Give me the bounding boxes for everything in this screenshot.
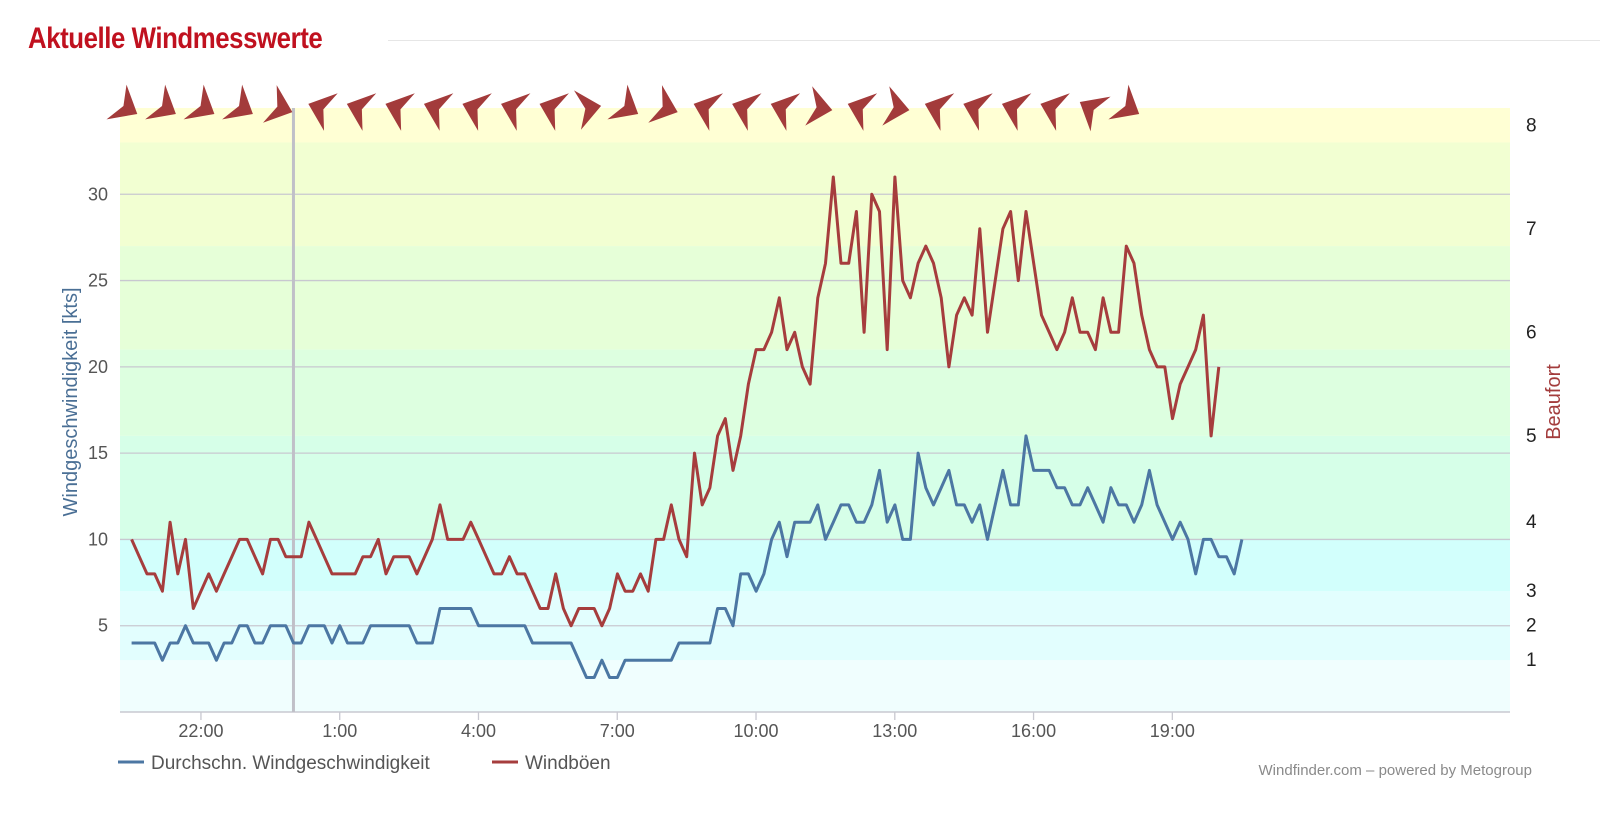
series-line-gust [130,175,1221,628]
beaufort-tick-label-3: 3 [1526,581,1537,602]
wind-arrow-icon [732,93,762,131]
wind-direction-arrows [106,84,1140,132]
band-4 [120,349,1510,436]
beaufort-tick-label-2: 2 [1526,616,1537,637]
x-tick-label-3: 7:00 [600,721,635,741]
wind-arrow-icon [1079,96,1111,132]
y-tick-label-30: 30 [88,184,108,204]
x-tick-label-1: 1:00 [322,721,357,741]
wind-arrow-icon [805,86,833,126]
wind-arrow-icon [924,93,955,131]
y-tick-label-5: 5 [98,616,108,636]
wind-arrow-icon [1001,93,1032,131]
wind-arrow-icon [539,93,569,131]
y-axis: 5 10 15 20 25 30 [88,184,108,635]
wind-arrow-icon [963,93,993,131]
wind-arrow-icon [607,84,639,120]
wind-arrow-icon [882,86,910,126]
legend-label-gust[interactable]: Windböen [525,753,611,774]
wind-arrow-icon [1040,93,1070,131]
legend: Durchschn. Windgeschwindigkeit Windböen [118,753,611,774]
wind-arrow-icon [346,93,377,131]
x-tick-label-5: 13:00 [872,721,917,741]
wind-arrow-icon [183,84,215,120]
y-tick-label-10: 10 [88,529,108,549]
wind-arrow-icon [262,85,293,123]
x-axis: 22:00 1:00 4:00 7:00 10:00 13:00 16:00 19:00 [178,712,1195,741]
wind-arrow-icon [385,93,415,131]
wind-arrow-icon [423,93,454,131]
x-tick-label-7: 19:00 [1150,721,1195,741]
beaufort-tick-label-6: 6 [1526,322,1537,343]
wind-arrow-icon [106,84,138,120]
wind-arrow-icon [222,84,253,120]
x-tick-label-2: 4:00 [461,721,496,741]
wind-arrow-icon [462,93,492,131]
band-2 [120,539,1510,592]
beaufort-bands [120,108,1510,712]
beaufort-tick-label-4: 4 [1526,512,1537,533]
x-tick-label-6: 16:00 [1011,721,1056,741]
wind-arrow-icon [1108,84,1140,120]
wind-arrow-icon [770,93,801,131]
band-0 [120,660,1510,712]
y-axis-title: Windgeschwindigkeit [kts] [60,288,82,517]
beaufort-axis-title: Beaufort [1543,364,1565,440]
beaufort-tick-label-1: 1 [1526,650,1537,671]
wind-arrow-icon [648,85,678,123]
legend-label-avg[interactable]: Durchschn. Windgeschwindigkeit [151,753,431,774]
beaufort-axis: 1 2 3 4 5 6 7 8 [1526,115,1537,671]
band-3 [120,435,1510,540]
x-tick-label-4: 10:00 [733,721,778,741]
series-lines [130,175,1244,679]
credit-text[interactable]: Windfinder.com – powered by Metogroup [1259,762,1532,779]
beaufort-tick-label-7: 7 [1526,219,1537,240]
wind-arrow-icon [308,93,338,131]
wind-arrow-icon [574,90,602,130]
wind-arrow-icon [847,93,878,131]
x-tick-label-0: 22:00 [178,721,223,741]
y-tick-label-25: 25 [88,271,108,291]
beaufort-tick-label-5: 5 [1526,426,1537,447]
y-tick-label-20: 20 [88,357,108,377]
page-title: Aktuelle Windmesswerte [28,22,323,55]
wind-arrow-icon [501,93,531,131]
y-tick-label-15: 15 [88,443,108,463]
series-line-avg [131,434,1244,679]
grid-lines [120,193,1510,713]
beaufort-tick-label-8: 8 [1526,115,1537,136]
title-divider [388,40,1600,41]
wind-arrow-icon [145,84,176,120]
wind-arrow-icon [693,93,724,131]
